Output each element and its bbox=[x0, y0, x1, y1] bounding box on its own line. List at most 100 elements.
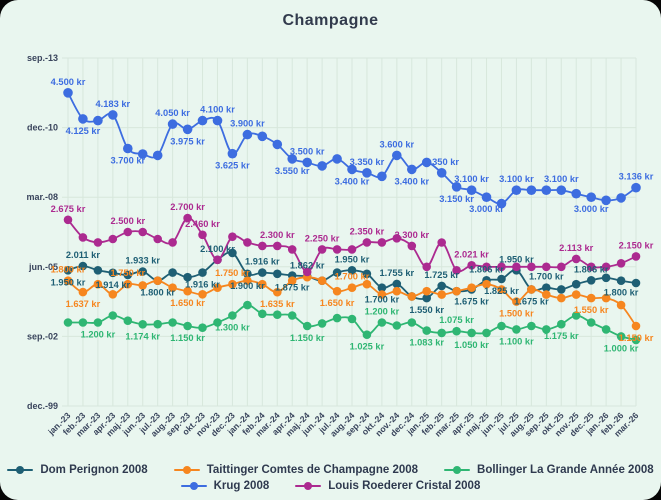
data-point bbox=[272, 139, 283, 150]
data-point bbox=[362, 168, 372, 178]
legend-item-louis-roederer-cristal-2008[interactable]: Louis Roederer Cristal 2008 bbox=[295, 480, 480, 492]
point-value-label: 1.200 kr bbox=[81, 330, 116, 340]
point-value-label: 1.050 kr bbox=[454, 340, 489, 350]
point-value-label: 1.950 kr bbox=[499, 254, 534, 264]
data-point bbox=[451, 182, 462, 192]
point-value-label: 3.000 kr bbox=[469, 204, 504, 214]
point-value-label: 1.800 kr bbox=[140, 288, 175, 298]
point-value-label: 3.350 kr bbox=[424, 157, 459, 167]
data-point bbox=[542, 283, 551, 293]
series-dom-perignon-2008 bbox=[63, 248, 641, 303]
point-value-label: 1.700 kr bbox=[335, 272, 370, 282]
legend-item-taittinger-comtes-de-champagne-2008[interactable]: Taittinger Comtes de Champagne 2008 bbox=[173, 464, 419, 476]
point-value-label: 1.700 kr bbox=[529, 272, 564, 282]
chart-legend: Dom Perignon 2008 Taittinger Comtes de Ch… bbox=[0, 464, 661, 492]
data-point bbox=[571, 188, 581, 199]
data-point bbox=[108, 268, 118, 278]
data-point bbox=[437, 328, 447, 338]
data-point bbox=[138, 267, 147, 276]
point-value-label: 3.136 kr bbox=[619, 172, 654, 182]
data-point bbox=[228, 248, 237, 258]
legend-label: Taittinger Comtes de Champagne 2008 bbox=[206, 464, 419, 476]
data-point bbox=[63, 88, 73, 98]
data-point bbox=[228, 232, 237, 241]
data-point bbox=[242, 129, 253, 140]
point-value-label: 1.500 kr bbox=[499, 309, 534, 319]
data-point bbox=[213, 283, 222, 293]
data-point bbox=[512, 262, 521, 272]
data-labels-dom-perignon-2008: 1.950 kr 2.011 kr 1.914 kr 1.933 kr 1.800 kr… bbox=[51, 244, 639, 315]
data-point bbox=[168, 318, 177, 327]
data-point bbox=[213, 318, 222, 327]
data-point bbox=[437, 290, 447, 299]
point-value-label: 1.800 kr bbox=[604, 288, 639, 298]
legend-item-krug-2008[interactable]: Krug 2008 bbox=[180, 480, 269, 492]
point-value-label: 3.550 kr bbox=[275, 166, 310, 176]
point-value-label: 3.150 kr bbox=[439, 194, 474, 204]
data-point bbox=[78, 261, 88, 271]
data-point bbox=[257, 131, 268, 142]
data-point bbox=[616, 276, 626, 286]
data-point bbox=[332, 286, 342, 296]
data-point bbox=[78, 233, 88, 242]
point-value-label: 1.800 kr bbox=[51, 265, 86, 275]
data-point bbox=[183, 321, 192, 331]
point-value-label: 1.950 kr bbox=[51, 277, 86, 287]
point-value-label: 2.300 kr bbox=[260, 230, 295, 240]
point-value-label: 1.635 kr bbox=[260, 299, 295, 309]
data-point bbox=[392, 150, 402, 161]
y-tick-label: dec.-99 bbox=[27, 401, 58, 411]
y-tick-label: dec.-10 bbox=[27, 123, 58, 133]
point-value-label: 2.700 kr bbox=[170, 202, 205, 212]
data-point bbox=[571, 254, 581, 264]
data-point bbox=[347, 283, 357, 293]
point-value-label: 1.914 kr bbox=[95, 280, 130, 290]
data-point bbox=[228, 311, 237, 320]
data-point bbox=[93, 279, 103, 289]
data-point bbox=[273, 310, 282, 320]
data-point bbox=[137, 149, 148, 159]
data-point bbox=[108, 110, 118, 120]
data-point bbox=[452, 286, 461, 296]
data-point bbox=[347, 245, 357, 254]
legend-item-dom-perignon-2008[interactable]: Dom Perignon 2008 bbox=[7, 464, 148, 476]
data-point bbox=[287, 311, 297, 320]
data-point bbox=[586, 318, 596, 327]
point-value-label: 1.862 kr bbox=[290, 260, 325, 270]
point-value-label: 1.637 kr bbox=[66, 299, 101, 309]
data-point bbox=[198, 268, 207, 277]
point-value-label: 1.700 kr bbox=[365, 295, 400, 305]
data-point bbox=[467, 328, 476, 338]
point-value-label: 2.460 kr bbox=[185, 219, 220, 229]
point-value-label: 1.875 kr bbox=[275, 283, 310, 293]
data-point bbox=[541, 185, 552, 195]
data-point bbox=[258, 268, 267, 277]
data-point bbox=[392, 321, 402, 330]
data-point bbox=[586, 262, 596, 272]
data-point bbox=[108, 234, 118, 244]
point-value-label: 3.500 kr bbox=[290, 146, 325, 156]
data-point bbox=[243, 238, 252, 247]
point-value-label: 1.650 kr bbox=[170, 298, 205, 308]
data-point bbox=[557, 293, 566, 303]
x-axis-labels: jan.-23feb.-23mar.-23apr.-23maj.-23jun.-… bbox=[45, 410, 640, 439]
data-point bbox=[198, 290, 207, 299]
data-point bbox=[496, 198, 507, 209]
data-point bbox=[616, 193, 626, 203]
point-value-label: 1.000 kr bbox=[604, 343, 639, 353]
legend-item-bollinger-la-grande-ann-e-2008[interactable]: Bollinger La Grande Année 2008 bbox=[444, 464, 654, 476]
point-value-label: 3.900 kr bbox=[230, 119, 265, 129]
data-labels-taittinger-comtes-de-champagne-2008: 1.800 kr 1.637 kr 1.750 kr 1.650 kr 1.750 kr… bbox=[51, 265, 654, 343]
data-point bbox=[527, 285, 536, 294]
legend-row: Krug 2008 Louis Roederer Cristal 2008 bbox=[180, 480, 480, 492]
data-point bbox=[601, 273, 611, 283]
data-point bbox=[616, 332, 626, 341]
data-labels-louis-roederer-cristal-2008: 2.675 kr 2.500 kr 2.700 kr 2.460 kr 2.300 kr… bbox=[51, 202, 654, 259]
data-point bbox=[586, 276, 596, 285]
data-point bbox=[362, 269, 372, 279]
data-point bbox=[542, 262, 551, 272]
point-value-label: 1.200 kr bbox=[365, 307, 400, 317]
point-value-label: 2.011 kr bbox=[66, 250, 101, 260]
data-point bbox=[93, 115, 103, 126]
series-bollinger-la-grande-ann-e-2008 bbox=[63, 300, 641, 345]
